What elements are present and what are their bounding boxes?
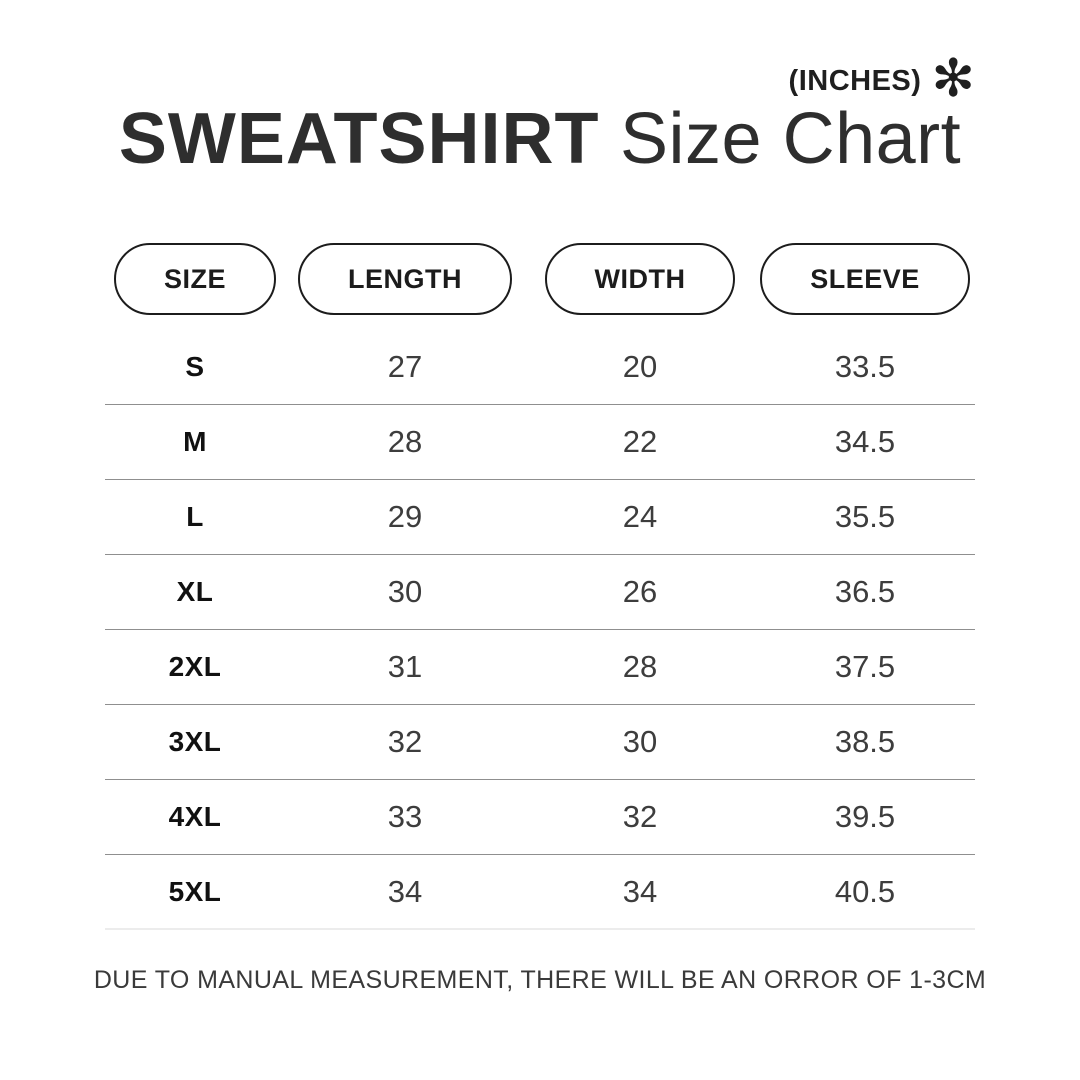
sleeve-value: 38.5 [834, 724, 896, 759]
sleeve-value: 36.5 [834, 574, 896, 609]
table-row-4xl: 4XL 33 32 39.5 [105, 780, 975, 855]
size-label: XL [176, 576, 214, 607]
length-value: 30 [387, 574, 423, 609]
length-value: 31 [387, 649, 423, 684]
table-row-3xl: 3XL 32 30 38.5 [105, 705, 975, 780]
length-value: 27 [387, 349, 423, 384]
size-table: SIZE LENGTH WIDTH SLEEVE S 27 20 33.5 M … [105, 240, 975, 930]
size-label: 4XL [168, 801, 222, 832]
size-label: L [186, 501, 204, 532]
width-value: 28 [622, 649, 658, 684]
length-value: 29 [387, 499, 423, 534]
page-title: SWEATSHIRT Size Chart [0, 99, 1080, 179]
units-annotation: (INCHES) ✻ [788, 49, 975, 109]
page-title-suffix: Size Chart [599, 99, 962, 179]
sleeve-value: 37.5 [834, 649, 896, 684]
length-value: 32 [387, 724, 423, 759]
table-row-2xl: 2XL 31 28 37.5 [105, 630, 975, 705]
sleeve-value: 40.5 [834, 873, 896, 909]
table-row-5xl: 5XL 34 34 40.5 [105, 855, 975, 930]
sleeve-value: 39.5 [834, 799, 896, 834]
width-value: 30 [622, 724, 658, 759]
width-value: 24 [622, 499, 658, 534]
width-value: 26 [622, 574, 658, 609]
table-header-row: SIZE LENGTH WIDTH SLEEVE [105, 240, 975, 318]
measurement-disclaimer: DUE TO MANUAL MEASUREMENT, THERE WILL BE… [93, 966, 987, 994]
size-label: S [185, 351, 205, 382]
column-header-width: WIDTH [544, 243, 736, 315]
table-row-l: L 29 24 35.5 [105, 480, 975, 555]
length-value: 33 [387, 799, 423, 834]
length-value: 34 [387, 873, 423, 909]
width-value: 32 [622, 799, 658, 834]
sleeve-value: 33.5 [834, 349, 896, 384]
size-label: M [183, 426, 207, 457]
column-header-size: SIZE [113, 243, 276, 315]
table-row-s: S 27 20 33.5 [105, 330, 975, 405]
width-value: 34 [622, 873, 658, 909]
size-label: 3XL [168, 726, 222, 757]
sleeve-value: 34.5 [834, 424, 896, 459]
table-row-xl: XL 30 26 36.5 [105, 555, 975, 630]
length-value: 28 [387, 424, 423, 459]
size-label: 5XL [168, 875, 222, 907]
units-label: (INCHES) [788, 64, 922, 97]
table-row-m: M 28 22 34.5 [105, 405, 975, 480]
sleeve-value: 35.5 [834, 499, 896, 534]
asterisk-icon: ✻ [931, 49, 975, 109]
page-title-product: SWEATSHIRT [118, 99, 600, 179]
size-label: 2XL [168, 651, 222, 682]
column-header-length: LENGTH [298, 243, 512, 315]
width-value: 22 [622, 424, 658, 459]
width-value: 20 [622, 349, 658, 384]
column-header-sleeve: SLEEVE [760, 243, 970, 315]
